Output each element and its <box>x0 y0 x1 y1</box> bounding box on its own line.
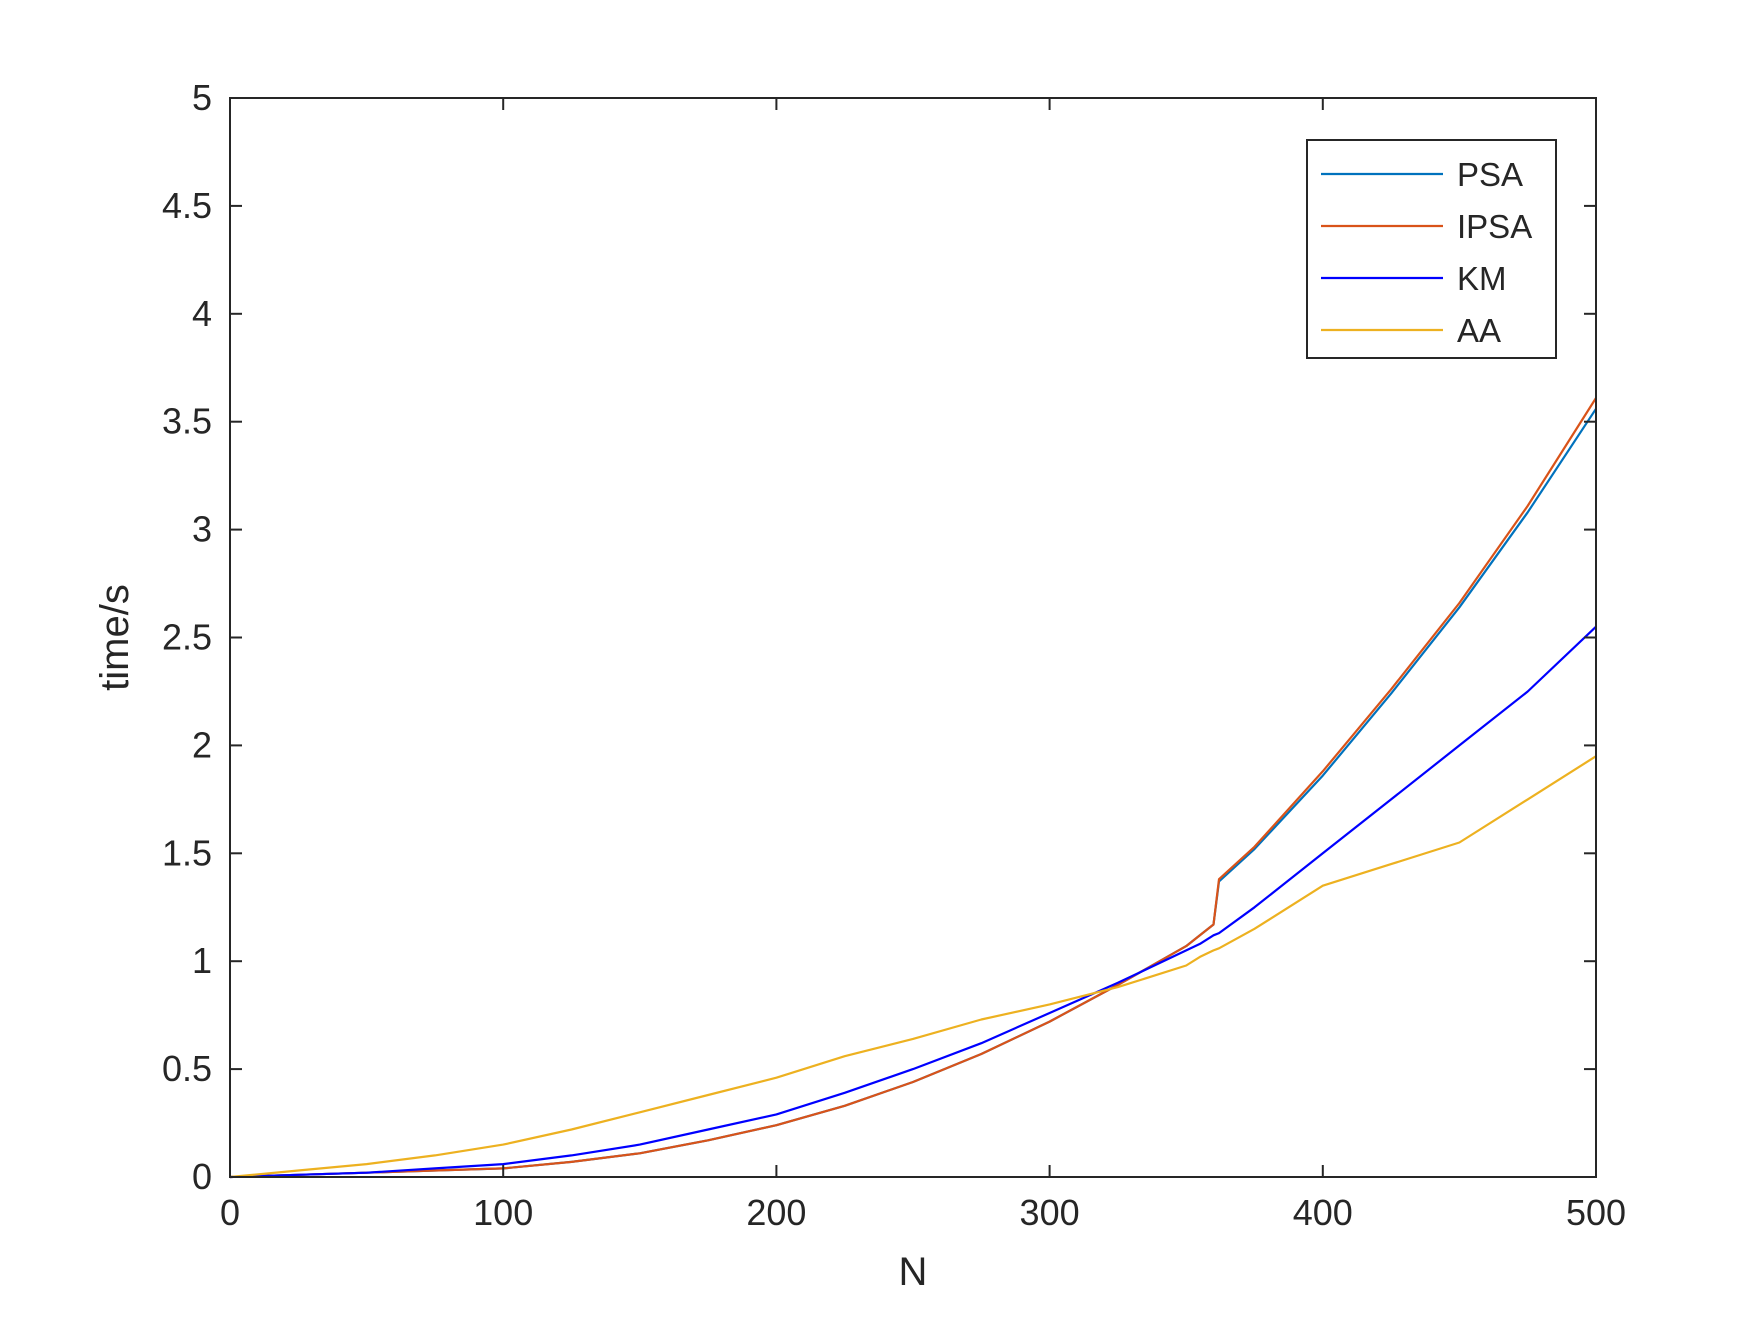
y-tick-label: 1.5 <box>162 832 212 873</box>
y-tick-label: 3.5 <box>162 401 212 442</box>
series-line-psa <box>229 408 1597 1179</box>
y-tick-label: 0 <box>192 1156 212 1197</box>
y-tick-label: 4.5 <box>162 185 212 226</box>
series-line-aa <box>229 755 1597 1179</box>
legend-label-aa: AA <box>1457 312 1501 349</box>
legend-label-ipsa: IPSA <box>1457 208 1532 245</box>
series-line-ipsa <box>229 397 1597 1179</box>
tick-layer: 0 100 200 300 400 500 0 0.5 1 1.5 2 2.5 3 3.5 4 4.5 5 <box>162 77 1626 1233</box>
series-line-km <box>229 625 1597 1179</box>
y-axis-title: time/s <box>93 584 137 691</box>
legend-items: PSA IPSA KM AA <box>1321 156 1532 349</box>
y-tick-label: 2.5 <box>162 617 212 658</box>
y-tick-label: 0.5 <box>162 1048 212 1089</box>
series-layer <box>229 397 1597 1179</box>
legend-label-km: KM <box>1457 260 1507 297</box>
y-tick-label: 3 <box>192 509 212 550</box>
y-tick-label: 4 <box>192 293 212 334</box>
y-tick-label: 2 <box>192 724 212 765</box>
x-tick-label: 400 <box>1293 1192 1353 1233</box>
legend-label-psa: PSA <box>1457 156 1523 193</box>
x-tick-label: 300 <box>1020 1192 1080 1233</box>
legend-box <box>1306 139 1557 359</box>
legend: PSA IPSA KM AA <box>1306 139 1557 359</box>
y-tick-label: 1 <box>192 940 212 981</box>
x-tick-label: 0 <box>220 1192 240 1233</box>
x-tick-label: 100 <box>473 1192 533 1233</box>
y-tick-label: 5 <box>192 77 212 118</box>
x-axis-title: N <box>899 1250 928 1294</box>
x-tick-label: 500 <box>1566 1192 1626 1233</box>
x-tick-label: 200 <box>746 1192 806 1233</box>
